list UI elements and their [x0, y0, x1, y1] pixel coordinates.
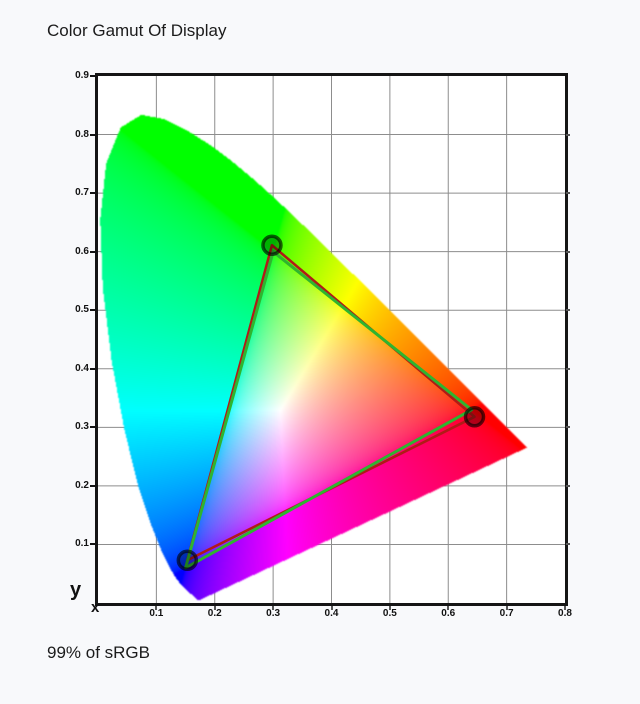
right-tick-mark — [566, 250, 570, 253]
x-tick-label: 0.7 — [499, 608, 514, 619]
right-tick-mark — [566, 133, 570, 136]
srgb-reference-triangle — [184, 250, 474, 570]
y-tick-label: 0.8 — [75, 128, 89, 140]
y-axis-title: y — [70, 579, 82, 601]
y-tick-label: 0.9 — [75, 70, 89, 81]
plot-frame — [95, 73, 568, 606]
right-tick-mark — [566, 484, 570, 487]
right-tick-mark — [566, 367, 570, 370]
y-tick-label: 0.2 — [75, 479, 89, 491]
x-tick-mark — [564, 606, 566, 610]
gamut-triangles-overlay — [176, 234, 486, 572]
y-tick-mark — [90, 192, 98, 195]
right-tick-mark — [566, 426, 570, 429]
x-tick-mark — [505, 606, 508, 610]
y-tick-mark — [90, 426, 98, 429]
x-tick-label: 0.5 — [382, 608, 397, 619]
x-tick-label: 0.1 — [149, 608, 164, 619]
x-tick-mark — [388, 606, 391, 610]
x-tick-label: 0.3 — [266, 608, 281, 619]
y-tick-label: 0.5 — [75, 304, 89, 316]
y-tick-mark — [90, 75, 98, 77]
x-tick-label: 0.6 — [441, 608, 456, 619]
x-tick-mark — [330, 606, 333, 610]
cie-horseshoe-canvas — [98, 76, 565, 603]
primary-marker — [176, 549, 199, 572]
y-tick-label: 0.7 — [75, 187, 89, 199]
x-tick-mark — [213, 606, 216, 610]
x-axis-title: x — [91, 599, 100, 616]
gamut-coverage-label: 99% of sRGB — [47, 643, 150, 662]
y-tick-label: 0.3 — [75, 421, 89, 433]
primary-marker — [463, 406, 486, 428]
y-tick-mark — [90, 484, 98, 487]
page-title: Color Gamut Of Display — [47, 21, 227, 40]
y-tick-label: 0.6 — [75, 245, 89, 257]
y-tick-mark — [90, 133, 98, 136]
x-tick-mark — [447, 606, 450, 610]
right-tick-mark — [566, 192, 570, 195]
x-tick-mark — [272, 606, 275, 610]
right-tick-mark — [566, 309, 570, 312]
y-tick-mark — [90, 543, 98, 546]
primary-marker — [261, 234, 283, 256]
x-tick-label: 0.8 — [558, 608, 572, 619]
x-tick-label: 0.4 — [324, 608, 339, 619]
y-tick-mark — [90, 250, 98, 253]
y-tick-mark — [90, 367, 98, 370]
y-tick-label: 0.4 — [75, 362, 89, 374]
x-tick-mark — [155, 606, 158, 610]
y-tick-label: 0.1 — [75, 538, 89, 550]
right-tick-mark — [566, 543, 570, 546]
x-tick-label: 0.2 — [207, 608, 222, 619]
y-tick-mark — [90, 309, 98, 312]
